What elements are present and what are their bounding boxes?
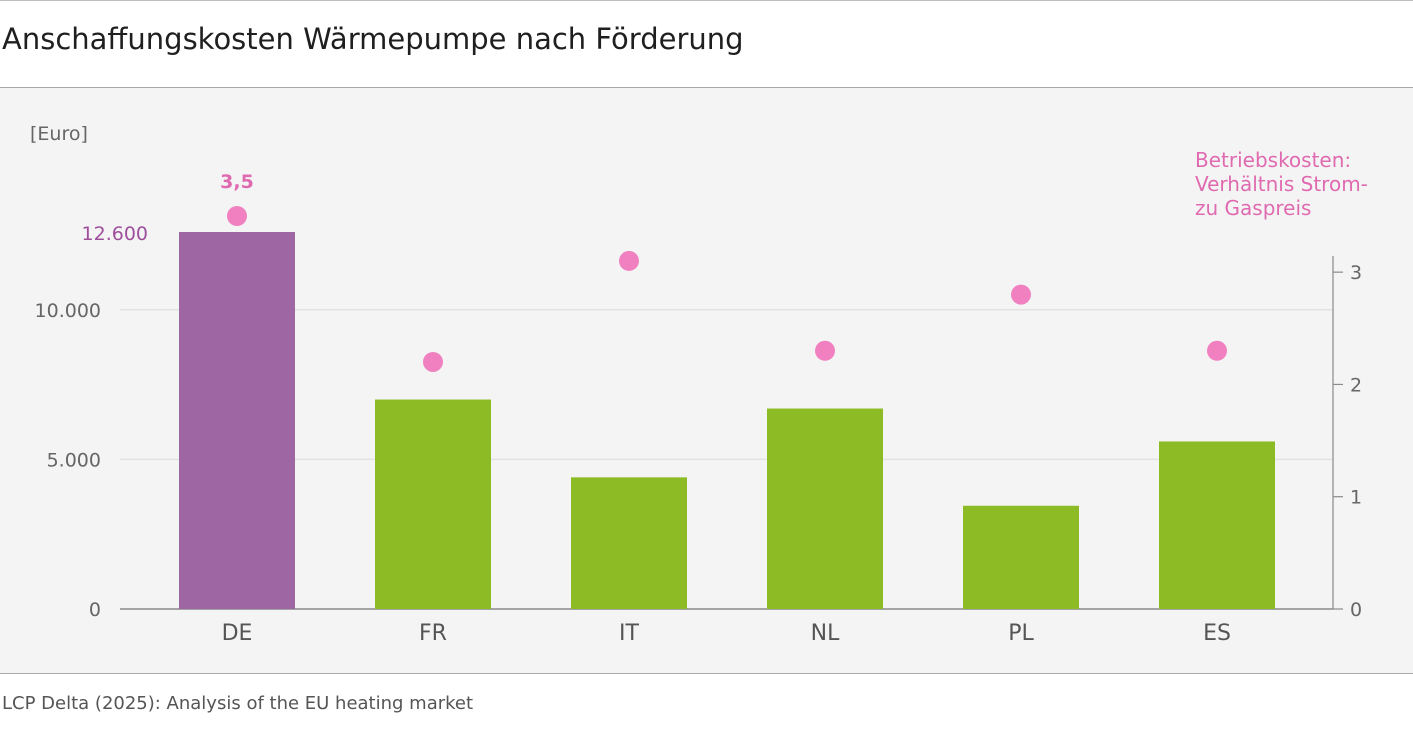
dot-value-label: 3,5 xyxy=(220,171,254,193)
ratio-dots xyxy=(227,206,1227,372)
bar-es xyxy=(1159,441,1275,609)
x-tick-label: FR xyxy=(419,621,447,646)
y2-tick-label: 3 xyxy=(1350,262,1362,284)
bar-fr xyxy=(375,399,491,609)
bar-nl xyxy=(767,408,883,609)
bars xyxy=(179,232,1275,609)
y2-tick-label: 1 xyxy=(1350,487,1362,509)
x-tick-label: ES xyxy=(1203,621,1231,646)
x-tick-label: IT xyxy=(619,621,639,646)
y-tick-label: 0 xyxy=(89,599,101,621)
y-tick-label: 10.000 xyxy=(35,300,101,322)
legend-line: Betriebskosten: xyxy=(1195,148,1351,172)
x-tick-label: DE xyxy=(222,621,253,646)
bar-it xyxy=(571,477,687,609)
legend-line: zu Gaspreis xyxy=(1195,196,1311,220)
grid-lines xyxy=(120,256,1343,610)
dot-nl xyxy=(815,340,835,361)
dot-de xyxy=(227,206,247,226)
y-unit-label: [Euro] xyxy=(30,123,88,145)
series-legend-label: Betriebskosten: Verhältnis Strom-zu Gaspr… xyxy=(1195,148,1368,220)
dot-it xyxy=(619,250,639,271)
axis-labels: [Euro] 0 5.000 10.000 0 1 2 3 DE FR IT NL PL ES 12.600… xyxy=(30,123,1368,646)
top-rule xyxy=(0,0,1413,1)
dot-pl xyxy=(1011,284,1031,305)
y2-tick-label: 0 xyxy=(1350,599,1362,621)
legend-line: Verhältnis Strom- xyxy=(1195,172,1368,196)
source-note: LCP Delta (2025): Analysis of the EU hea… xyxy=(2,693,474,714)
dot-fr xyxy=(423,351,443,372)
chart-title: Anschaffungskosten Wärmepumpe nach Förde… xyxy=(2,22,744,56)
bar-de xyxy=(179,232,295,609)
dot-es xyxy=(1207,340,1227,361)
y-tick-label: 5.000 xyxy=(47,449,101,471)
highlight-value-label: 12.600 xyxy=(82,223,148,245)
x-tick-label: PL xyxy=(1008,621,1034,646)
bar-pl xyxy=(963,505,1079,609)
x-tick-label: NL xyxy=(811,621,840,646)
y2-tick-label: 2 xyxy=(1350,374,1362,396)
